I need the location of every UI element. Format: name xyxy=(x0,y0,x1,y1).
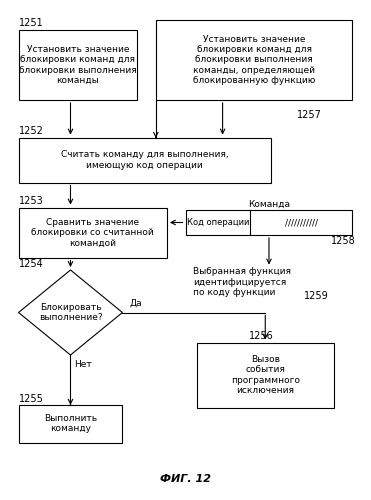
Text: ///////////: /////////// xyxy=(285,218,318,227)
FancyBboxPatch shape xyxy=(19,405,122,442)
Text: 1258: 1258 xyxy=(331,236,356,246)
Text: Выбранная функция
идентифицируется
по коду функции: Выбранная функция идентифицируется по ко… xyxy=(193,268,291,298)
FancyBboxPatch shape xyxy=(197,342,334,407)
Text: Установить значение
блокировки команд для
блокировки выполнения
команды: Установить значение блокировки команд дл… xyxy=(19,45,137,85)
Text: Сравнить значение
блокировки со считанной
командой: Сравнить значение блокировки со считанно… xyxy=(32,218,154,248)
Text: Блокировать
выполнение?: Блокировать выполнение? xyxy=(39,303,102,322)
Text: 1254: 1254 xyxy=(19,259,43,269)
Text: Да: Да xyxy=(130,298,142,308)
Text: Команда: Команда xyxy=(248,200,290,208)
Text: Выполнить
команду: Выполнить команду xyxy=(44,414,97,434)
FancyBboxPatch shape xyxy=(19,30,137,100)
Text: 1253: 1253 xyxy=(19,196,43,206)
FancyBboxPatch shape xyxy=(19,138,271,182)
Text: Код операции: Код операции xyxy=(187,218,249,227)
FancyBboxPatch shape xyxy=(156,20,352,100)
Text: 1251: 1251 xyxy=(19,18,43,28)
Text: 1257: 1257 xyxy=(297,110,322,120)
Text: ФИГ. 12: ФИГ. 12 xyxy=(160,474,211,484)
Polygon shape xyxy=(19,270,122,355)
Text: Вызов
события
программного
исключения: Вызов события программного исключения xyxy=(231,355,300,395)
FancyBboxPatch shape xyxy=(19,208,167,258)
Text: 1259: 1259 xyxy=(304,291,329,301)
Text: Считать команду для выполнения,
имеющую код операции: Считать команду для выполнения, имеющую … xyxy=(61,150,229,170)
FancyBboxPatch shape xyxy=(186,210,352,235)
Text: Установить значение
блокировки команд для
блокировки выполнения
команды, определ: Установить значение блокировки команд дл… xyxy=(193,34,315,86)
Text: 1256: 1256 xyxy=(249,331,273,341)
Text: 1255: 1255 xyxy=(19,394,43,404)
Text: 1252: 1252 xyxy=(19,126,43,136)
Text: Нет: Нет xyxy=(74,360,92,369)
